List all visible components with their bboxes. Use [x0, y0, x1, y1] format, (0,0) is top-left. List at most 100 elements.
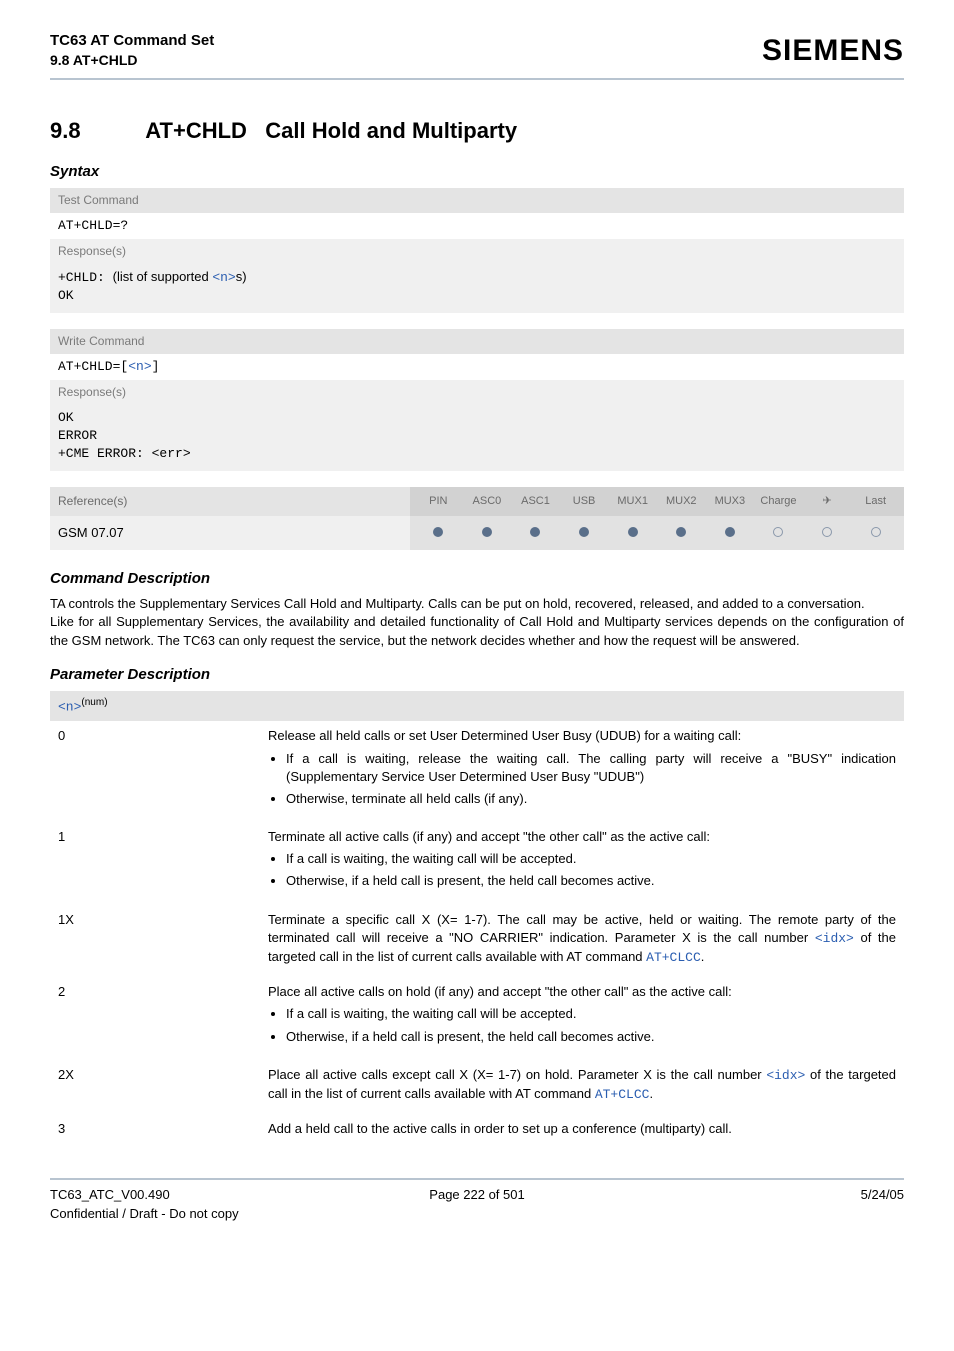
test-command-label: Test Command: [50, 188, 904, 213]
write-link-n[interactable]: <n>: [128, 359, 151, 374]
test-command-block: Test Command AT+CHLD=? Response(s) +CHLD…: [50, 188, 904, 313]
ref-col: USB: [560, 494, 609, 509]
doc-title: TC63 AT Command Set: [50, 30, 214, 51]
reference-block: Reference(s) PINASC0ASC1USBMUX1MUX2MUX3C…: [50, 487, 904, 550]
command-description: Command Description TA controls the Supp…: [50, 568, 904, 650]
param-key: 0: [58, 727, 268, 812]
dot-open-icon: [773, 527, 783, 537]
ref-dot-cell: [463, 524, 512, 542]
dot-filled-icon: [628, 527, 638, 537]
param-key: 1: [58, 828, 268, 895]
ref-col: Last: [851, 494, 900, 509]
param-value: Terminate all active calls (if any) and …: [268, 828, 896, 895]
write-bracket-close: ]: [152, 359, 160, 374]
ref-col: MUX3: [706, 494, 755, 509]
footer-left: TC63_ATC_V00.490 Confidential / Draft - …: [50, 1186, 335, 1222]
param-bullet: If a call is waiting, release the waitin…: [286, 750, 896, 786]
param-bullet: Otherwise, terminate all held calls (if …: [286, 790, 896, 808]
ref-col: ASC0: [463, 494, 512, 509]
write-response-label: Response(s): [50, 380, 904, 405]
ref-dot-cell: [803, 524, 852, 542]
ref-col: Charge: [754, 494, 803, 509]
ref-dot-cell: [511, 524, 560, 542]
param-key: 2: [58, 983, 268, 1050]
write-resp-ok: OK: [58, 409, 896, 427]
param-value: Place all active calls except call X (X=…: [268, 1066, 896, 1104]
dot-filled-icon: [530, 527, 540, 537]
footer-confidential: Confidential / Draft - Do not copy: [50, 1205, 335, 1223]
param-bullet: If a call is waiting, the waiting call w…: [286, 1005, 896, 1023]
reference-label: Reference(s): [50, 487, 410, 516]
header-left: TC63 AT Command Set 9.8 AT+CHLD: [50, 30, 214, 71]
cmd-desc-p1: TA controls the Supplementary Services C…: [50, 595, 904, 613]
section-heading: 9.8 AT+CHLD Call Hold and Multiparty: [50, 116, 904, 147]
cmd-desc-heading: Command Description: [50, 568, 904, 589]
param-bullet: Otherwise, if a held call is present, th…: [286, 872, 896, 890]
footer-version: TC63_ATC_V00.490: [50, 1186, 335, 1204]
write-response-body: OK ERROR +CME ERROR: <err>: [50, 405, 904, 472]
dot-open-icon: [871, 527, 881, 537]
write-resp-cme: +CME ERROR: <err>: [58, 445, 896, 463]
ref-col: ASC1: [511, 494, 560, 509]
resp-link-n[interactable]: <n>: [212, 270, 235, 285]
ref-col: PIN: [414, 494, 463, 509]
ref-dot-cell: [414, 524, 463, 542]
test-command-cmd: AT+CHLD=?: [50, 213, 904, 239]
ref-dot-cell: [706, 524, 755, 542]
section-cmd: AT+CHLD: [145, 118, 247, 143]
param-block: <n>(num) 0Release all held calls or set …: [50, 691, 904, 1149]
param-row: 3Add a held call to the active calls in …: [50, 1114, 904, 1148]
reference-columns: PINASC0ASC1USBMUX1MUX2MUX3Charge✈Last: [410, 487, 904, 516]
footer-date: 5/24/05: [619, 1186, 904, 1222]
param-sup: (num): [81, 697, 107, 708]
test-response-label: Response(s): [50, 239, 904, 264]
dot-filled-icon: [433, 527, 443, 537]
param-row: 0Release all held calls or set User Dete…: [50, 721, 904, 822]
ref-dot-cell: [754, 524, 803, 542]
siemens-logo: SIEMENS: [762, 30, 904, 72]
write-command-cmd: AT+CHLD=[<n>]: [50, 354, 904, 380]
param-row: 1Terminate all active calls (if any) and…: [50, 822, 904, 905]
write-command-label: Write Command: [50, 329, 904, 354]
test-response-body: +CHLD: (list of supported <n>s) OK: [50, 264, 904, 313]
reference-value-row: GSM 07.07: [50, 516, 904, 550]
resp-prefix: +CHLD:: [58, 270, 113, 285]
section-number: 9.8: [50, 116, 140, 147]
dot-filled-icon: [482, 527, 492, 537]
ref-dot-cell: [608, 524, 657, 542]
reference-dots: [410, 516, 904, 550]
write-command-block: Write Command AT+CHLD=[<n>] Response(s) …: [50, 329, 904, 471]
param-key: 3: [58, 1120, 268, 1138]
reference-header-row: Reference(s) PINASC0ASC1USBMUX1MUX2MUX3C…: [50, 487, 904, 516]
param-desc-heading: Parameter Description: [50, 664, 904, 685]
param-value: Place all active calls on hold (if any) …: [268, 983, 896, 1050]
reference-value: GSM 07.07: [50, 516, 410, 550]
param-value: Release all held calls or set User Deter…: [268, 727, 896, 812]
dot-filled-icon: [676, 527, 686, 537]
ref-col: MUX1: [608, 494, 657, 509]
write-resp-error: ERROR: [58, 427, 896, 445]
param-name-header: <n>(num): [50, 691, 904, 722]
ref-dot-cell: [657, 524, 706, 542]
section-title-text: Call Hold and Multiparty: [265, 118, 517, 143]
param-row: 2XPlace all active calls except call X (…: [50, 1060, 904, 1114]
param-name: <n>: [58, 699, 81, 714]
param-value: Add a held call to the active calls in o…: [268, 1120, 896, 1138]
resp-t2: s): [236, 269, 247, 284]
page-footer: TC63_ATC_V00.490 Confidential / Draft - …: [50, 1178, 904, 1222]
dot-open-icon: [822, 527, 832, 537]
ref-col: MUX2: [657, 494, 706, 509]
param-key: 2X: [58, 1066, 268, 1104]
cmd-desc-p2: Like for all Supplementary Services, the…: [50, 613, 904, 649]
write-cmd-prefix: AT+CHLD=: [58, 359, 120, 374]
param-bullet: If a call is waiting, the waiting call w…: [286, 850, 896, 868]
param-value: Terminate a specific call X (X= 1-7). Th…: [268, 911, 896, 968]
ref-dot-cell: [851, 524, 900, 542]
param-key: 1X: [58, 911, 268, 968]
syntax-heading: Syntax: [50, 161, 904, 182]
param-bullet: Otherwise, if a held call is present, th…: [286, 1028, 896, 1046]
page-header: TC63 AT Command Set 9.8 AT+CHLD SIEMENS: [50, 30, 904, 80]
doc-subtitle: 9.8 AT+CHLD: [50, 51, 214, 71]
dot-filled-icon: [725, 527, 735, 537]
param-row: 2Place all active calls on hold (if any)…: [50, 977, 904, 1060]
